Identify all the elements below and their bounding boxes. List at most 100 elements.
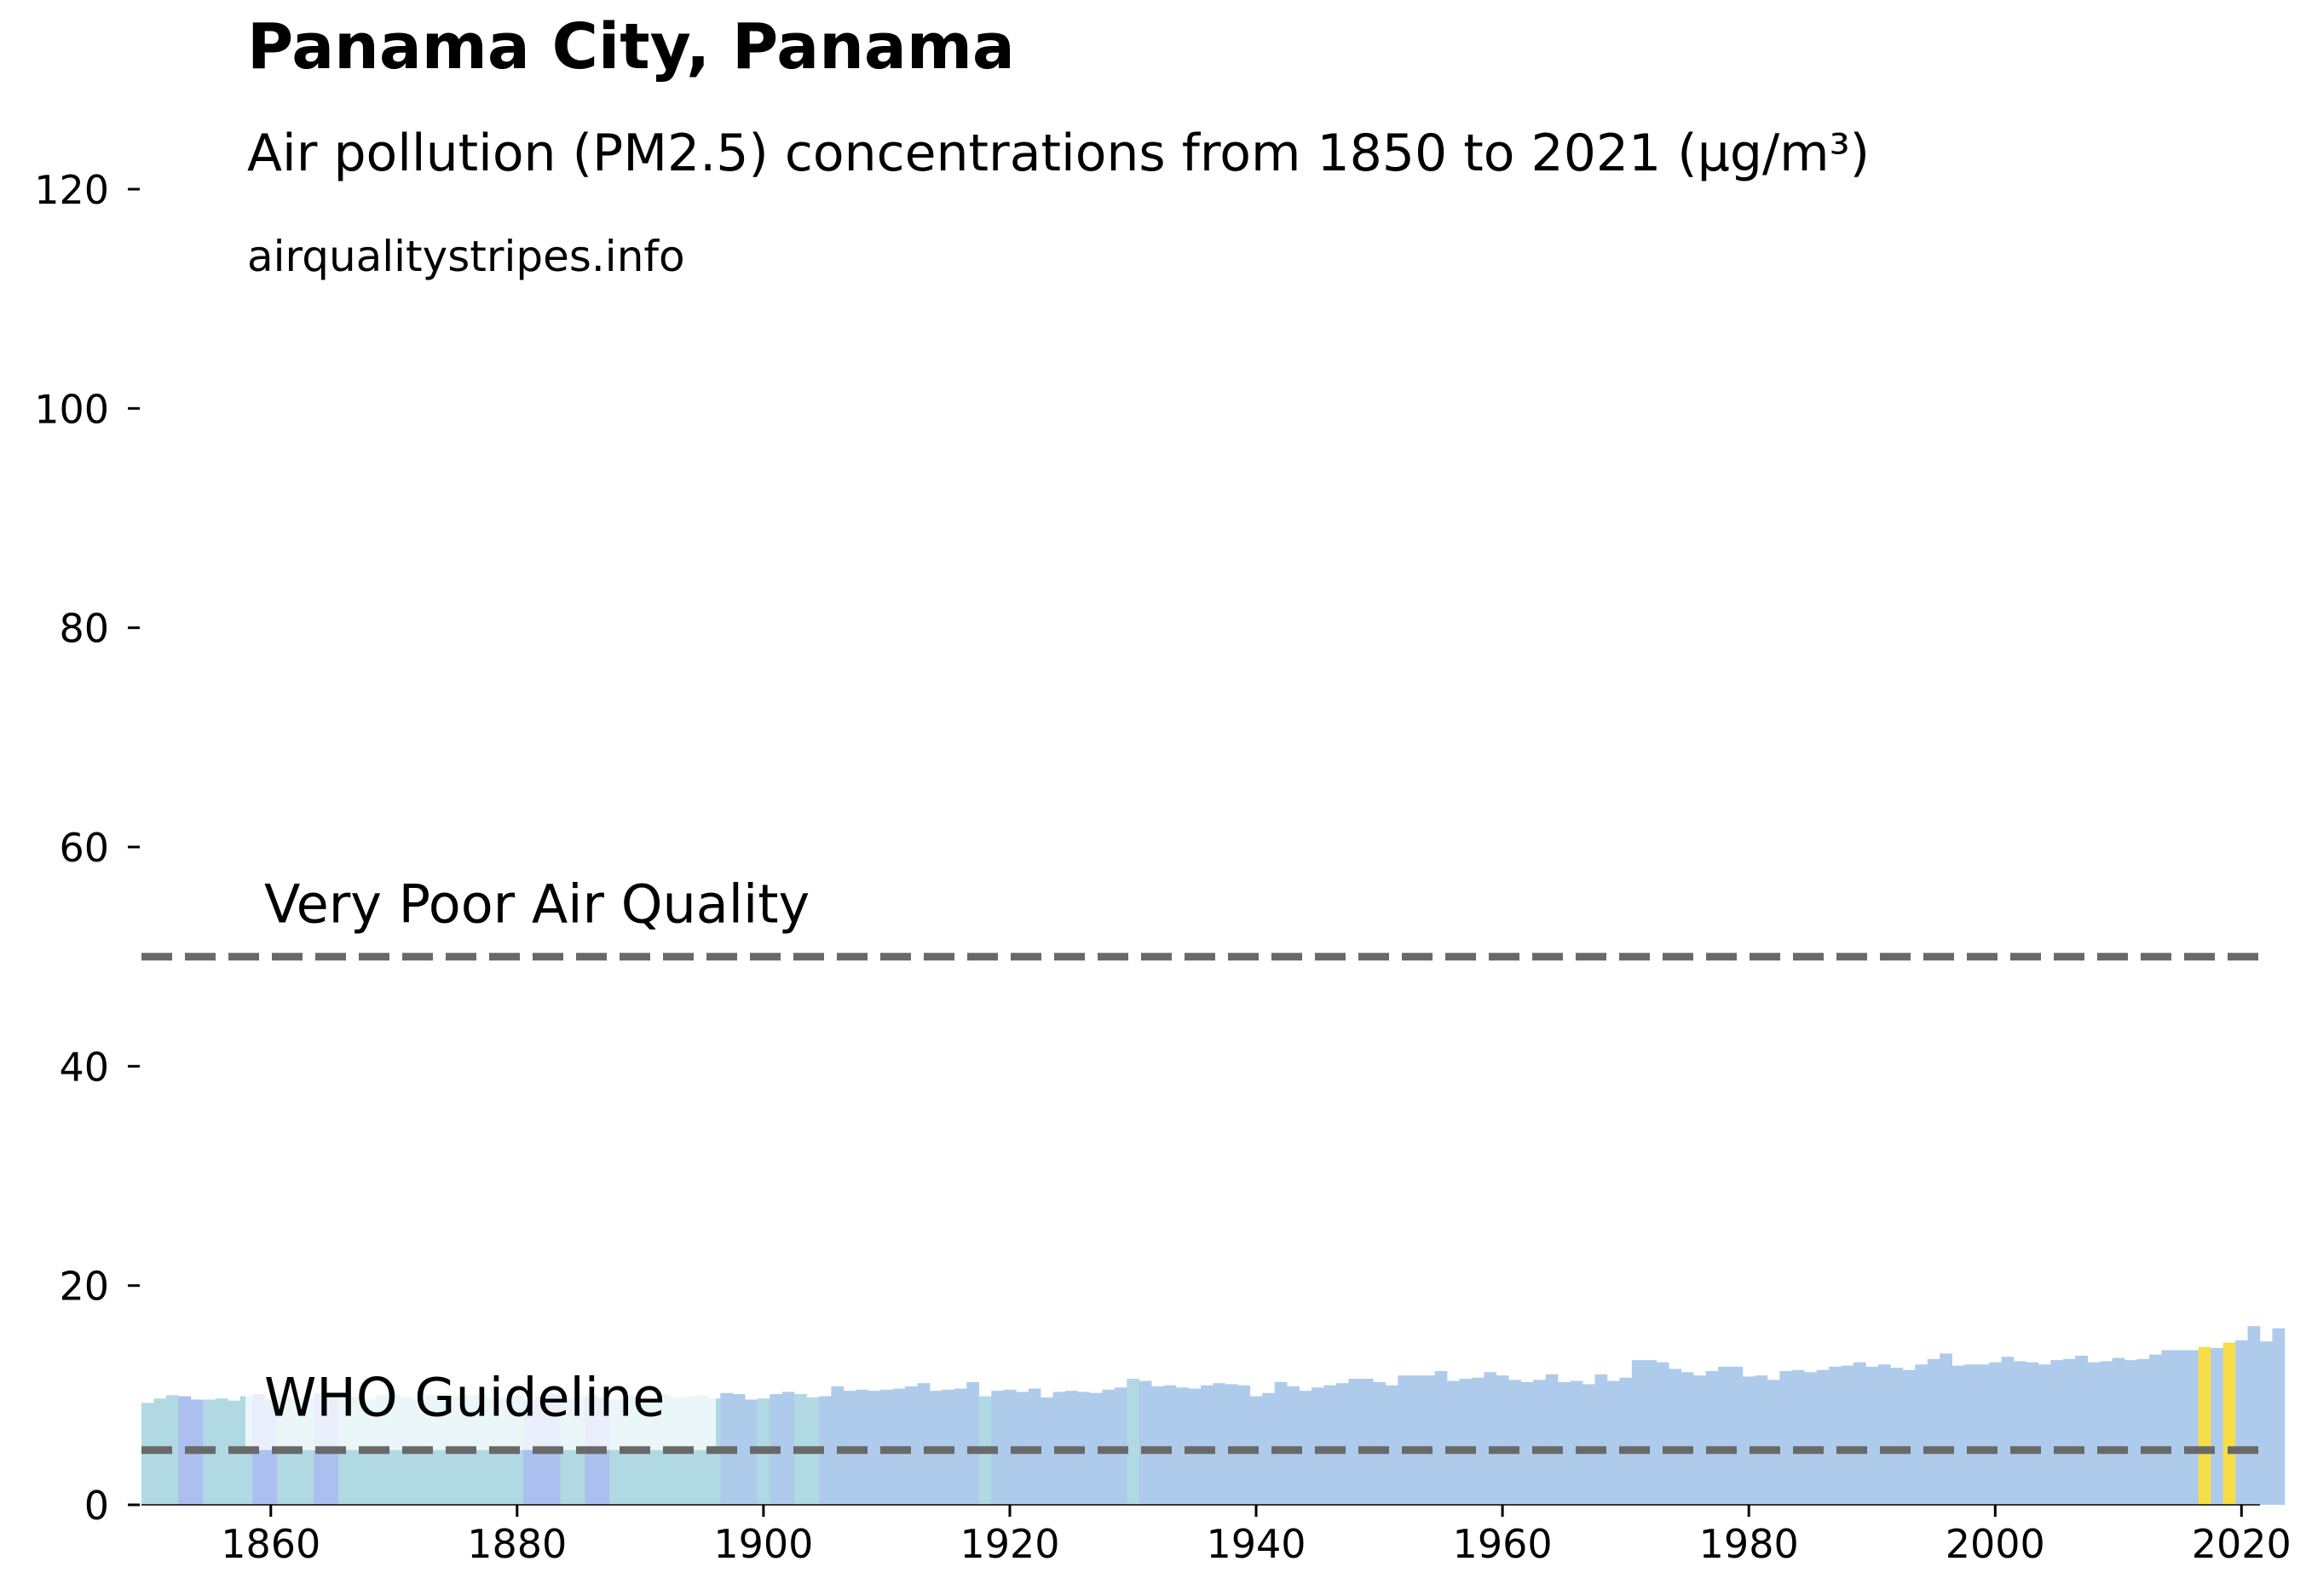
- bar-2007: [2075, 1356, 2088, 1505]
- y-tick-label-80: 80: [59, 606, 109, 652]
- bar-2000: [1989, 1362, 2002, 1505]
- bar-1987: [1829, 1366, 1842, 1505]
- bar-2002: [2013, 1361, 2026, 1505]
- x-tick-label-2020: 2020: [2192, 1521, 2292, 1567]
- bar-1898: [732, 1394, 746, 1505]
- bar-1956: [1447, 1380, 1460, 1505]
- y-tick-label-100: 100: [34, 386, 109, 432]
- bar-1934: [1176, 1387, 1189, 1505]
- bar-1944: [1299, 1391, 1312, 1505]
- bar-1980: [1742, 1376, 1755, 1505]
- bar-1853: [178, 1396, 192, 1505]
- bar-1964: [1545, 1374, 1559, 1505]
- x-tick-label-1860: 1860: [221, 1521, 320, 1567]
- x-tick-label-1940: 1940: [1206, 1521, 1306, 1567]
- bar-1931: [1139, 1380, 1152, 1505]
- bar-2006: [2062, 1358, 2076, 1505]
- y-tick-label-120: 120: [34, 167, 109, 213]
- bar-2023: [2272, 1328, 2286, 1505]
- bar-1995: [1927, 1358, 1940, 1505]
- bar-1982: [1767, 1380, 1780, 1505]
- bar-1929: [1114, 1387, 1127, 1505]
- bar-2018: [2211, 1348, 2223, 1505]
- bar-1920: [1003, 1389, 1017, 1505]
- bar-1975: [1680, 1372, 1694, 1505]
- bar-1953: [1410, 1375, 1423, 1505]
- bar-1930: [1127, 1379, 1140, 1505]
- bar-1979: [1730, 1366, 1744, 1505]
- x-tick-label-1880: 1880: [467, 1521, 567, 1567]
- bar-1952: [1398, 1375, 1411, 1505]
- bar-2022: [2260, 1341, 2273, 1505]
- bar-1972: [1644, 1360, 1657, 1505]
- bar-1973: [1656, 1362, 1669, 1505]
- bar-1939: [1237, 1385, 1251, 1505]
- bar-1984: [1791, 1369, 1805, 1505]
- bar-1916: [954, 1388, 967, 1505]
- bar-1923: [1041, 1397, 1053, 1505]
- chart-source: airqualitystripes.info: [247, 232, 685, 281]
- bar-1955: [1434, 1371, 1448, 1505]
- bar-2012: [2136, 1358, 2150, 1505]
- bar-1938: [1225, 1384, 1238, 1505]
- bar-1965: [1558, 1381, 1571, 1505]
- chart-subtitle: Air pollution (PM2.5) concentrations fro…: [247, 124, 1871, 183]
- bar-1992: [1890, 1368, 1904, 1505]
- bar-1958: [1471, 1377, 1484, 1505]
- bar-1954: [1422, 1375, 1435, 1505]
- y-tick-label-40: 40: [59, 1044, 109, 1090]
- reference-lines: Very Poor Air Quality WHO Guideline: [141, 873, 2260, 1455]
- bar-1961: [1508, 1380, 1522, 1505]
- bar-1974: [1669, 1368, 1681, 1505]
- bar-1962: [1520, 1381, 1534, 1505]
- bar-1996: [1940, 1353, 1952, 1505]
- bar-1997: [1951, 1365, 1965, 1505]
- bar-2003: [2026, 1362, 2039, 1505]
- bar-1945: [1312, 1387, 1324, 1505]
- bar-1967: [1582, 1384, 1595, 1505]
- bar-2009: [2100, 1361, 2113, 1505]
- bar-2004: [2038, 1364, 2051, 1505]
- bar-1947: [1335, 1383, 1349, 1505]
- bar-2013: [2148, 1354, 2162, 1505]
- x-tick-label-1960: 1960: [1453, 1521, 1553, 1567]
- bar-1959: [1484, 1372, 1497, 1505]
- bar-1990: [1865, 1366, 1879, 1505]
- bar-1978: [1718, 1366, 1731, 1505]
- bar-1946: [1323, 1385, 1337, 1505]
- bar-1960: [1496, 1375, 1509, 1505]
- bar-2016: [2186, 1350, 2199, 1505]
- x-tick-label-1920: 1920: [960, 1521, 1059, 1567]
- bar-series: [141, 1326, 2286, 1505]
- who-guideline-label: WHO Guideline: [264, 1367, 665, 1429]
- bar-1951: [1385, 1385, 1398, 1505]
- x-tick-label-2000: 2000: [1946, 1521, 2045, 1567]
- bar-1993: [1902, 1369, 1916, 1505]
- bar-2014: [2161, 1350, 2175, 1505]
- bar-1988: [1841, 1365, 1854, 1505]
- bar-1970: [1619, 1377, 1633, 1505]
- bar-2019: [2222, 1342, 2236, 1505]
- bar-1932: [1151, 1386, 1164, 1505]
- bar-2001: [2001, 1357, 2015, 1505]
- who-label-backdrop: [245, 1364, 716, 1450]
- bar-1999: [1976, 1364, 1990, 1505]
- bar-1948: [1348, 1379, 1362, 1505]
- very-poor-air-quality-label: Very Poor Air Quality: [264, 873, 810, 936]
- bar-1933: [1163, 1385, 1177, 1505]
- bar-1985: [1804, 1372, 1817, 1505]
- chart-title: Panama City, Panama: [247, 10, 1015, 84]
- bar-1852: [165, 1395, 179, 1505]
- bar-2017: [2198, 1346, 2211, 1505]
- bar-1971: [1631, 1360, 1645, 1505]
- bar-1966: [1570, 1380, 1583, 1505]
- axes: 0 20 40 60 80 100 120 1860 1880 1900 1920 1940 1960 1…: [34, 167, 2292, 1567]
- y-tick-label-20: 20: [59, 1264, 109, 1310]
- bar-1957: [1459, 1379, 1473, 1505]
- bar-1941: [1262, 1392, 1276, 1505]
- bar-1913: [917, 1383, 931, 1505]
- bar-1917: [966, 1381, 980, 1505]
- bar-1976: [1693, 1375, 1706, 1505]
- bar-1942: [1274, 1381, 1288, 1505]
- bar-1943: [1287, 1386, 1300, 1505]
